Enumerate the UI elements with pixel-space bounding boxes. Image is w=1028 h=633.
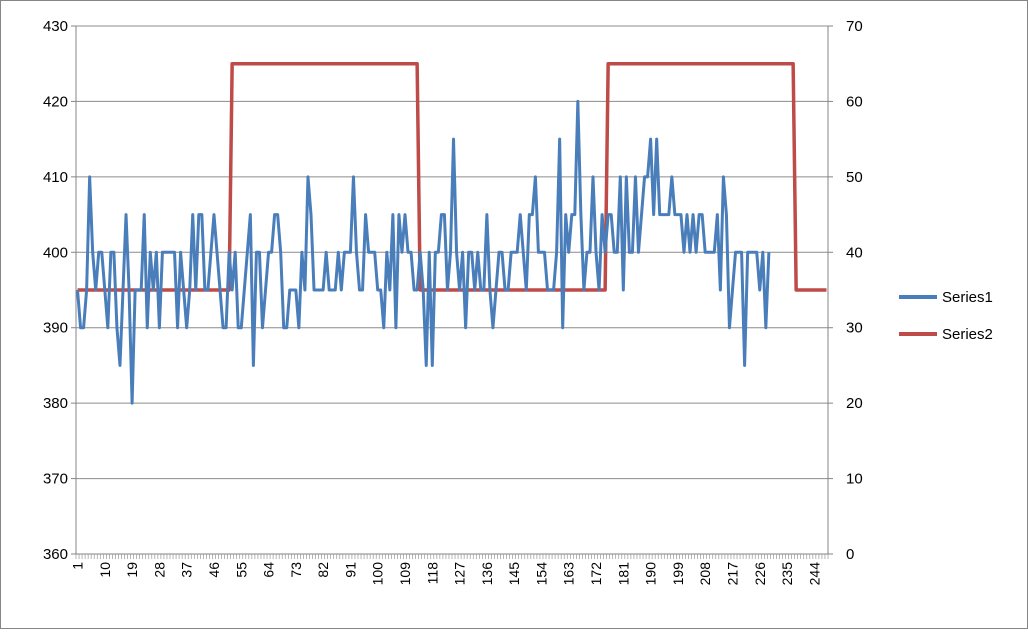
left-tick-label: 390 — [43, 320, 68, 337]
series1-line — [76, 99, 771, 405]
x-tick-label: 235 — [779, 562, 795, 586]
left-tick-label: 380 — [43, 395, 68, 412]
left-y-axis-ticks: 360 370 380 390 400 410 420 430 — [43, 18, 76, 563]
x-tick-label: 217 — [724, 562, 740, 586]
legend-item-series1: Series1 — [899, 289, 993, 306]
x-tick-label: 19 — [124, 562, 140, 578]
legend: Series1 Series2 — [899, 289, 993, 343]
x-tick-label: 91 — [342, 562, 358, 578]
x-tick-label: 64 — [261, 562, 277, 578]
right-tick-label: 10 — [846, 471, 863, 488]
right-tick-label: 60 — [846, 93, 863, 110]
left-tick-label: 400 — [43, 244, 68, 261]
x-tick-label: 226 — [752, 562, 768, 586]
x-tick-label: 46 — [206, 562, 222, 578]
x-tick-label: 55 — [233, 562, 249, 578]
x-tick-label: 154 — [533, 562, 549, 586]
x-tick-label: 145 — [506, 562, 522, 586]
right-tick-label: 0 — [846, 546, 854, 563]
x-tick-label: 73 — [288, 562, 304, 578]
x-tick-label: 28 — [151, 562, 167, 578]
x-tick-label: 100 — [370, 562, 386, 586]
x-tick-label: 37 — [179, 562, 195, 578]
legend-item-series2: Series2 — [899, 326, 993, 343]
x-axis-ticks: 1 10 19 28 37 46 55 64 73 82 91 100 109 118 127 136 145 1… — [70, 554, 829, 586]
right-tick-label: 50 — [846, 169, 863, 186]
left-tick-label: 370 — [43, 471, 68, 488]
x-tick-label: 1 — [70, 562, 86, 570]
left-tick-label: 420 — [43, 93, 68, 110]
right-tick-label: 20 — [846, 395, 863, 412]
x-tick-label: 199 — [670, 562, 686, 586]
left-tick-label: 360 — [43, 546, 68, 563]
series — [76, 61, 827, 405]
left-tick-label: 430 — [43, 18, 68, 35]
left-tick-label: 410 — [43, 169, 68, 186]
right-tick-label: 30 — [846, 320, 863, 337]
x-tick-label: 244 — [806, 562, 822, 586]
x-tick-label: 163 — [561, 562, 577, 586]
x-tick-label: 181 — [615, 562, 631, 586]
x-tick-label: 190 — [643, 562, 659, 586]
x-tick-label: 172 — [588, 562, 604, 586]
x-tick-label: 118 — [424, 562, 440, 585]
x-tick-label: 10 — [97, 562, 113, 578]
series2-line — [77, 61, 827, 292]
legend-label-series2: Series2 — [942, 326, 993, 343]
legend-label-series1: Series1 — [942, 289, 993, 306]
x-tick-label: 109 — [397, 562, 413, 586]
x-tick-label: 208 — [697, 562, 713, 586]
x-tick-label: 127 — [452, 562, 468, 586]
x-tick-label: 136 — [479, 562, 495, 586]
right-y-axis-ticks: 0 10 20 30 40 50 60 70 — [828, 18, 863, 563]
right-tick-label: 40 — [846, 244, 863, 261]
x-tick-label: 82 — [315, 562, 331, 578]
right-tick-label: 70 — [846, 18, 863, 35]
